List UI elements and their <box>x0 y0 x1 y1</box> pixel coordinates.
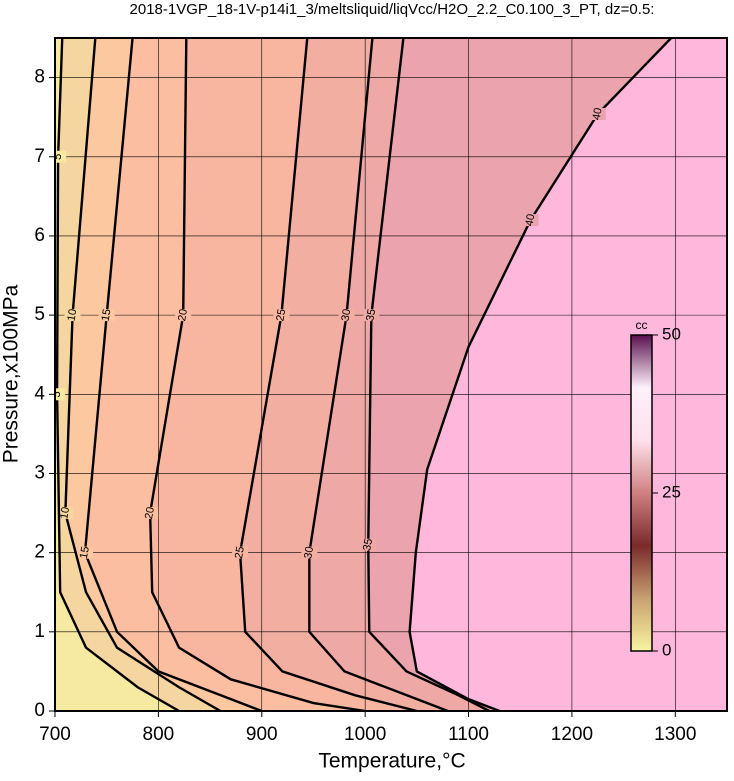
colorbar-tick-label: 50 <box>662 324 681 343</box>
contour-label: 25 <box>233 546 247 560</box>
x-tick-label: 800 <box>143 724 175 745</box>
colorbar-tick-label: 0 <box>662 640 671 659</box>
contour-label-bg <box>55 150 67 163</box>
contour-label: 10 <box>66 308 80 322</box>
contour-line <box>408 38 673 711</box>
contour-label: 35 <box>361 538 375 552</box>
contour-label: 10 <box>58 506 72 520</box>
y-tick-label: 6 <box>34 225 45 246</box>
y-tick-label: 5 <box>34 304 45 325</box>
x-tick-label: 700 <box>39 724 71 745</box>
contour-label-bg <box>338 309 355 322</box>
y-tick-label: 0 <box>34 700 45 721</box>
contour-label: 5 <box>51 390 64 398</box>
contour-label: 20 <box>143 506 157 520</box>
x-tick-label: 1300 <box>654 724 696 745</box>
y-tick-label: 3 <box>34 462 45 483</box>
contour-label: 15 <box>100 308 114 322</box>
contour-label-bg <box>175 309 192 322</box>
contour-label-bg <box>301 546 318 559</box>
chart-title: 2018-1VGP_18-1V-p14i1_3/meltsliquid/liqV… <box>130 1 655 18</box>
contour-label-bg <box>98 309 115 322</box>
colorbar <box>630 334 653 652</box>
contour-label-bg <box>57 507 74 520</box>
contour-fill <box>55 38 366 711</box>
plot-area: 40 40 35 35 30 30 25 25 20 20 15 15 10 10 5 5 <box>51 38 727 711</box>
y-tick-label: 8 <box>34 67 45 88</box>
y-tick-label: 4 <box>34 383 45 404</box>
y-tick-label: 2 <box>34 542 45 563</box>
contour-label-bg <box>232 546 249 559</box>
contour-label-bg <box>142 507 159 520</box>
contour-line <box>148 38 366 711</box>
x-axis-label: Temperature,°C <box>318 750 465 773</box>
contour-label-bg <box>363 309 380 322</box>
overlay: 700 800 900 1000 1100 1200 1300012345678cc0255… <box>34 37 728 745</box>
contour-label: 15 <box>78 546 92 560</box>
contour-label-bg <box>273 309 290 322</box>
contour-label-bg <box>360 538 377 551</box>
contour-label: 30 <box>339 308 353 322</box>
contour-label-bg <box>76 546 93 559</box>
contour-label: 5 <box>52 153 65 161</box>
contour-label-bg <box>64 309 81 322</box>
contour-label: 25 <box>274 308 288 322</box>
contour-label: 20 <box>176 308 190 322</box>
contour-label-bg <box>522 214 539 227</box>
contour-label: 30 <box>302 546 316 560</box>
contour-label: 40 <box>591 107 605 121</box>
contour-fill <box>55 38 180 711</box>
colorbar-label: cc <box>636 318 648 332</box>
contour-label: 35 <box>364 308 378 322</box>
contour-label-bg <box>589 108 606 121</box>
plot-frame <box>54 37 728 712</box>
contour-label-bg <box>55 388 66 401</box>
x-tick-label: 1200 <box>551 724 593 745</box>
y-tick-label: 7 <box>34 146 45 167</box>
colorbar-tick-label: 25 <box>662 482 681 501</box>
x-tick-label: 1100 <box>448 724 489 745</box>
y-tick-label: 1 <box>34 621 45 642</box>
contour-label: 40 <box>524 213 538 227</box>
y-axis-label: Pressure,x100MPa <box>0 284 23 463</box>
x-tick-label: 1000 <box>344 724 386 745</box>
contour-fill <box>55 38 262 711</box>
x-tick-label: 900 <box>246 724 278 745</box>
